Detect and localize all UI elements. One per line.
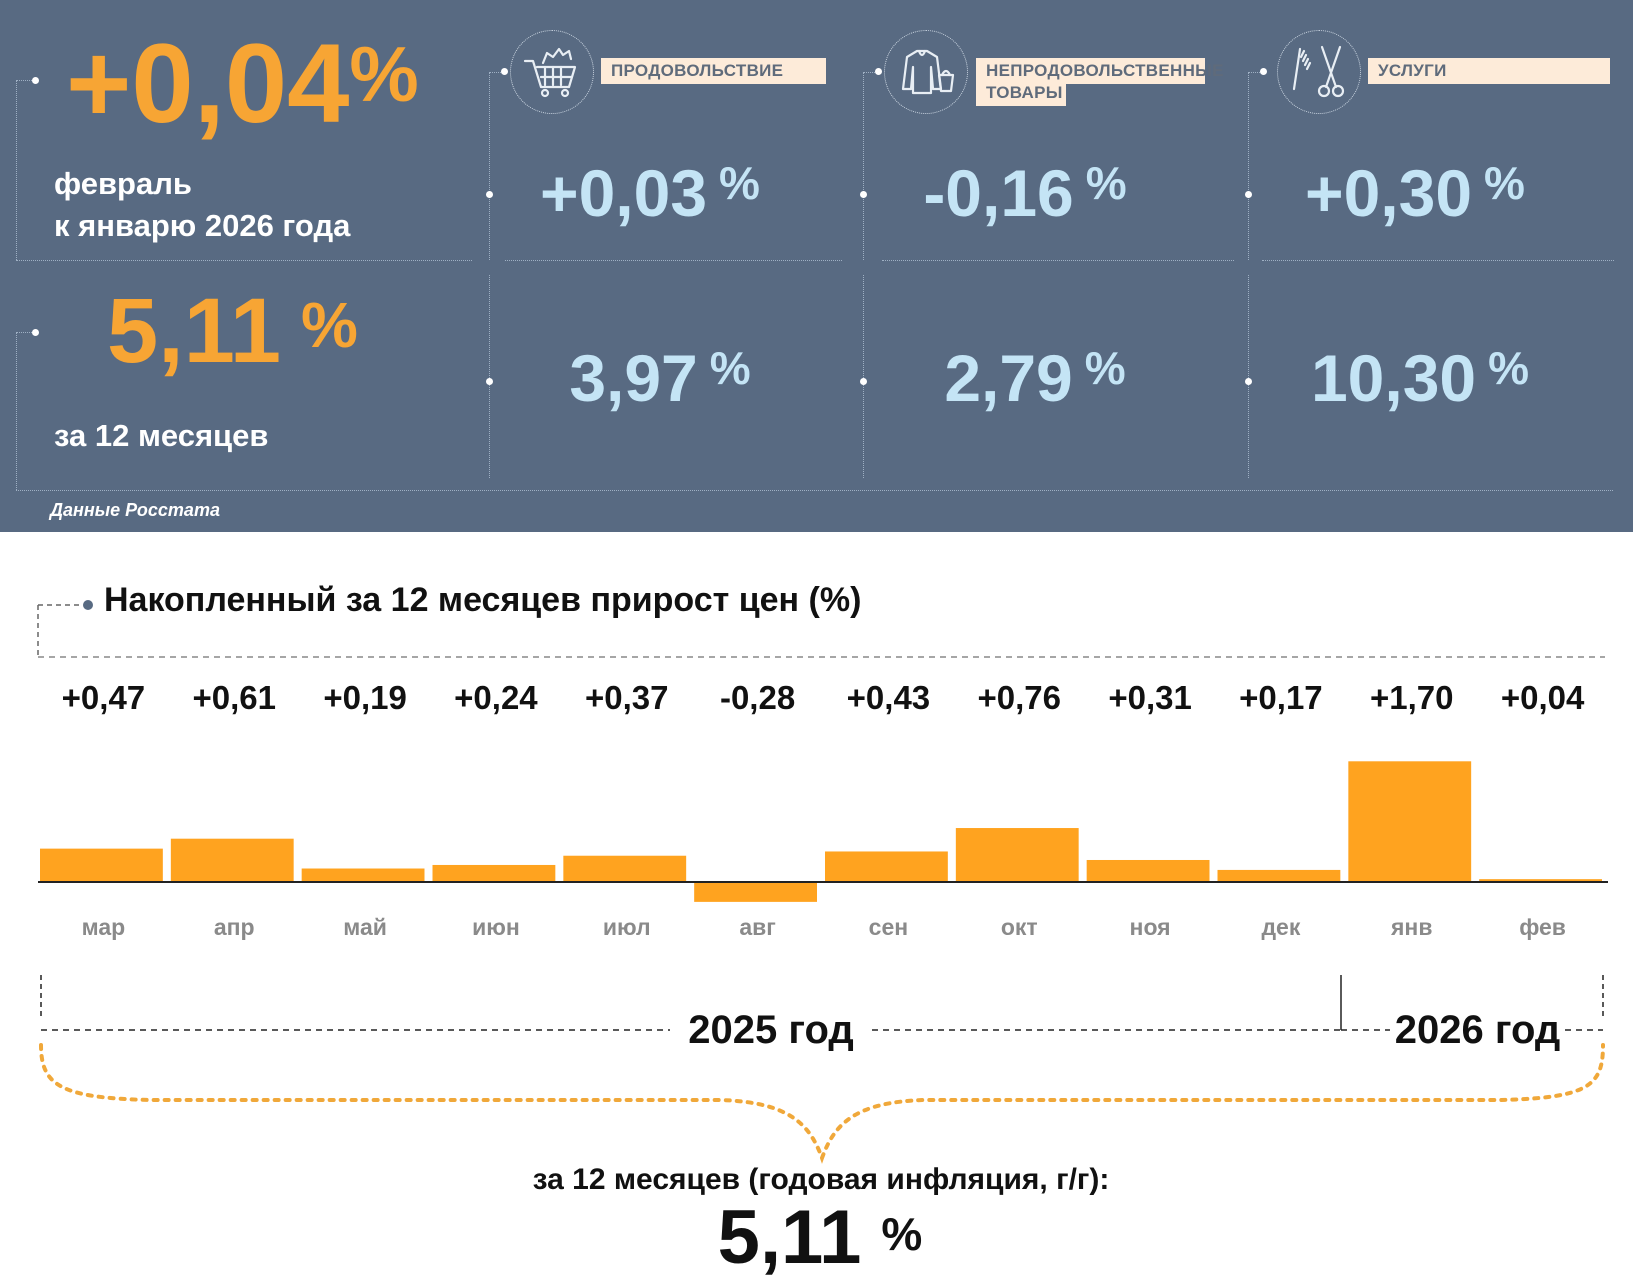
- bar-авг: [694, 882, 817, 902]
- divider: [16, 332, 34, 333]
- bar-мар: [40, 848, 163, 882]
- year-label-2025: 2025 год: [688, 1008, 854, 1052]
- connector-dot: [1245, 191, 1252, 198]
- year-label-2026: 2026 год: [1394, 1008, 1561, 1052]
- divider: [489, 72, 490, 260]
- bar-май: [301, 868, 425, 882]
- nonfood-annual-value: 2,79%: [944, 341, 1126, 415]
- bar-апр: [170, 838, 294, 882]
- bar-июн: [432, 864, 556, 882]
- connector-dot: [1245, 378, 1252, 385]
- annual-total-value: 5,11%: [717, 1195, 923, 1280]
- food-monthly-value: +0,03%: [540, 156, 760, 230]
- value-label-апр: +0,61: [193, 679, 277, 716]
- divider: [1262, 260, 1614, 261]
- divider: [16, 332, 17, 490]
- annual-brace: [39, 1043, 1605, 1164]
- bar-окт: [955, 828, 1079, 882]
- connector-dot: [860, 191, 867, 198]
- bar-июл: [563, 855, 687, 882]
- connector-dot: [486, 191, 493, 198]
- chart-title: Накопленный за 12 месяцев прирост цен (%…: [104, 581, 862, 619]
- value-label-июн: +0,24: [454, 679, 538, 716]
- divider: [1248, 72, 1249, 260]
- divider: [1248, 72, 1262, 73]
- value-label-фев: +0,04: [1501, 679, 1585, 716]
- monthly-inflation-value: +0,04%: [66, 21, 419, 146]
- divider: [1248, 275, 1249, 478]
- annual-inflation-label: за 12 месяцев: [54, 418, 269, 453]
- month-label-дек: дек: [1261, 914, 1300, 940]
- monthly-inflation-label: февраль к январю 2026 года: [54, 166, 351, 243]
- month-label-авг: авг: [739, 914, 776, 940]
- category-label-services: УСЛУГИ: [1368, 58, 1610, 84]
- connector-dot: [875, 68, 882, 75]
- divider: [16, 490, 1613, 491]
- bar-ноя: [1086, 859, 1210, 882]
- value-label-янв: +1,70: [1370, 679, 1454, 716]
- connector-dot: [1260, 68, 1267, 75]
- divider: [489, 275, 490, 478]
- bar-фев: [1479, 879, 1602, 882]
- annual-caption: за 12 месяцев (годовая инфляция, г/г):: [532, 1163, 1110, 1196]
- divider: [863, 72, 864, 260]
- connector-dot: [860, 378, 867, 385]
- annual-inflation-value: 5,11%: [107, 280, 358, 382]
- value-label-май: +0,19: [323, 679, 407, 716]
- category-label-food: ПРОДОВОЛЬСТВИЕ: [601, 58, 826, 84]
- clothing-icon: [884, 30, 968, 114]
- value-label-ноя: +0,31: [1108, 679, 1192, 716]
- divider: [863, 275, 864, 478]
- connector-dot: [501, 68, 508, 75]
- value-label-дек: +0,17: [1239, 679, 1323, 716]
- month-label-янв: янв: [1390, 914, 1432, 940]
- value-label-окт: +0,76: [978, 679, 1062, 716]
- value-label-июл: +0,37: [585, 679, 669, 716]
- nonfood-monthly-value: -0,16%: [923, 156, 1127, 230]
- divider: [16, 260, 472, 261]
- bar-сен: [825, 851, 948, 882]
- category-label-nonfood: НЕПРОДОВОЛЬСТВЕННЫЕ: [976, 58, 1223, 84]
- bar-янв: [1348, 761, 1472, 882]
- services-annual-value: 10,30%: [1310, 341, 1530, 415]
- source-note: Данные Росстата: [50, 500, 220, 520]
- value-label-сен: +0,43: [847, 679, 931, 716]
- month-label-мар: мар: [82, 914, 126, 940]
- month-label-окт: окт: [1001, 914, 1038, 940]
- connector-dot: [32, 329, 39, 336]
- title-dot: [83, 600, 93, 610]
- month-label-сен: сен: [869, 914, 908, 940]
- month-label-июн: июн: [472, 914, 520, 940]
- value-label-мар: +0,47: [62, 679, 146, 716]
- bar-дек: [1217, 869, 1341, 882]
- value-label-авг: -0,28: [720, 679, 795, 716]
- category-label-nonfood-line2: ТОВАРЫ: [976, 80, 1066, 106]
- summary-panel: +0,04% февраль к январю 2026 года 5,11% …: [0, 0, 1633, 532]
- food-annual-value: 3,97%: [569, 341, 751, 415]
- divider: [882, 260, 1234, 261]
- month-label-фев: фев: [1519, 914, 1566, 940]
- month-label-апр: апр: [214, 914, 255, 940]
- month-label-июл: июл: [603, 914, 651, 940]
- month-label-май: май: [343, 914, 387, 940]
- month-label-ноя: ноя: [1130, 914, 1171, 940]
- divider: [16, 80, 34, 81]
- divider: [863, 72, 877, 73]
- shopping-cart-icon: [510, 30, 594, 114]
- scissors-comb-icon: [1277, 30, 1361, 114]
- connector-dot: [486, 378, 493, 385]
- divider: [16, 80, 17, 260]
- services-monthly-value: +0,30%: [1305, 156, 1525, 230]
- connector-dot: [32, 77, 39, 84]
- divider: [489, 72, 503, 73]
- divider: [505, 260, 842, 261]
